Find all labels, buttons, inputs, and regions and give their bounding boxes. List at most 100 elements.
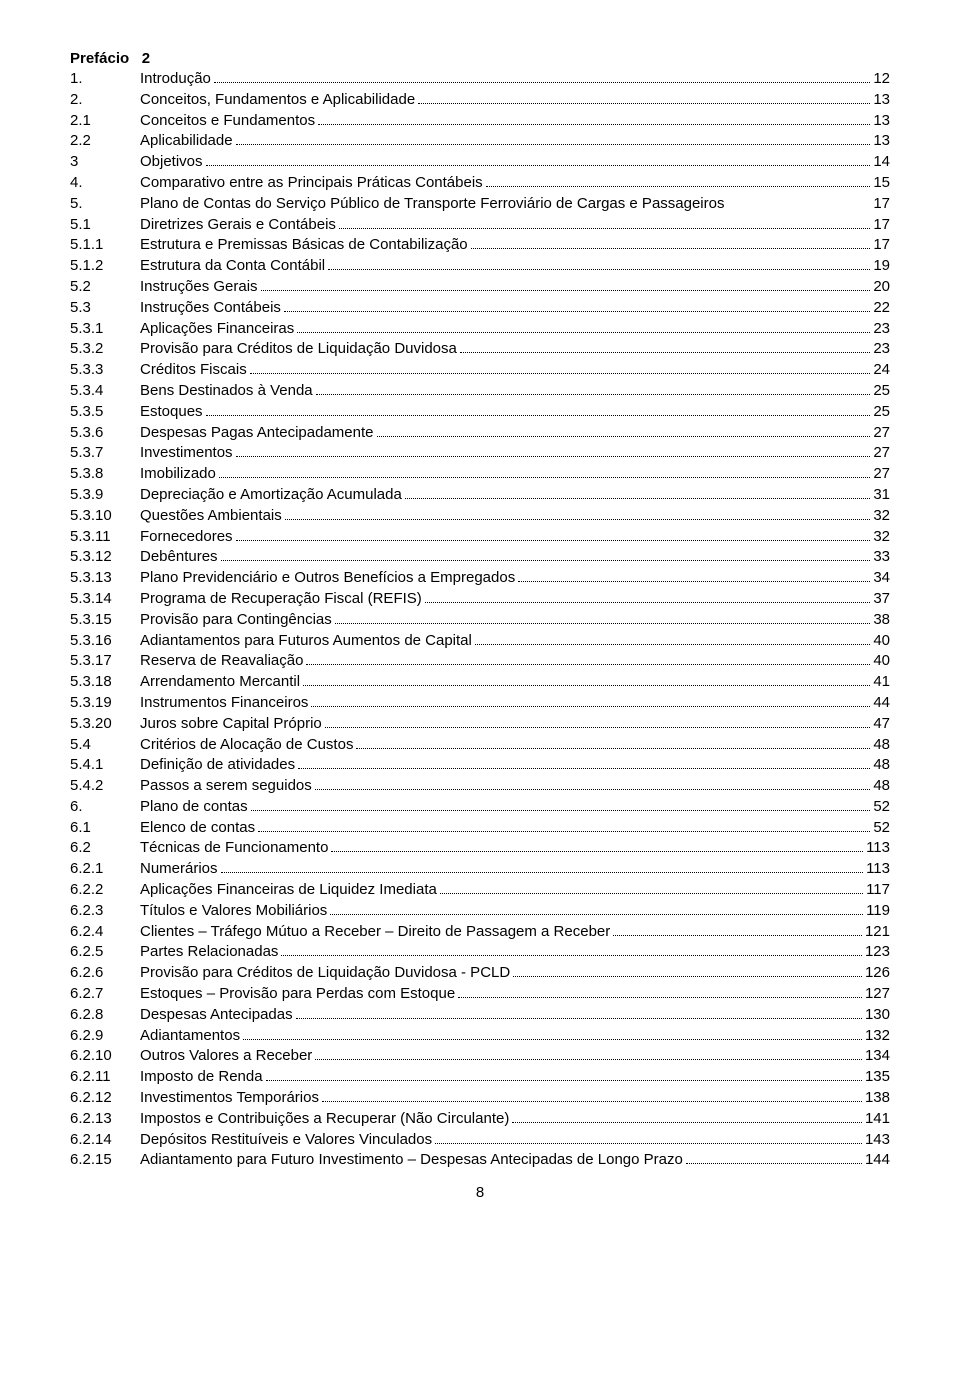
toc-entry-title: Partes Relacionadas [140,942,278,962]
toc-entry-number: 5.2 [70,277,140,297]
toc-entry-page: 41 [873,672,890,692]
toc-row: 5.3.17Reserva de Reavaliação40 [70,651,890,671]
toc-row: 6.2.4Clientes – Tráfego Mútuo a Receber … [70,922,890,942]
toc-entry-number: 5.3.19 [70,693,140,713]
toc-entry-title: Imposto de Renda [140,1067,263,1087]
toc-leader-dots [296,1018,862,1019]
toc-entry-page: 48 [873,735,890,755]
toc-entry-number: 5.3.5 [70,402,140,422]
toc-entry-title: Numerários [140,859,218,879]
toc-entry-page: 27 [873,464,890,484]
toc-entry-title: Reserva de Reavaliação [140,651,303,671]
toc-entry-title: Investimentos [140,443,233,463]
toc-entry-title: Comparativo entre as Principais Práticas… [140,173,483,193]
toc-entry-number: 5.3.10 [70,506,140,526]
toc-leader-dots [258,831,870,832]
toc-row: 5.4.2Passos a serem seguidos48 [70,776,890,796]
toc-entry-number: 6.2.11 [70,1067,140,1087]
toc-entry-page: 132 [865,1026,890,1046]
toc-row: 5.3.15Provisão para Contingências38 [70,610,890,630]
toc-leader-dots [284,311,870,312]
toc-entry-title: Depreciação e Amortização Acumulada [140,485,402,505]
toc-entry-title: Provisão para Créditos de Liquidação Duv… [140,339,457,359]
toc-row: 6.2.1Numerários113 [70,859,890,879]
toc-entry-title: Introdução [140,69,211,89]
toc-row: 6.2Técnicas de Funcionamento113 [70,838,890,858]
toc-entry-title: Impostos e Contribuições a Recuperar (Nã… [140,1109,509,1129]
toc-entry-title: Técnicas de Funcionamento [140,838,328,858]
toc-entry-number: 2.2 [70,131,140,151]
toc-entry-number: 6.2.5 [70,942,140,962]
toc-entry-title: Adiantamento para Futuro Investimento – … [140,1150,683,1170]
toc-entry-page: 130 [865,1005,890,1025]
toc-entry-title: Estrutura da Conta Contábil [140,256,325,276]
preface-line: Prefácio 2 [70,50,890,67]
toc-leader-dots [285,519,871,520]
toc-entry-number: 6.2.4 [70,922,140,942]
toc-entry-page: 117 [866,880,890,900]
toc-row: 5.3.12Debêntures33 [70,547,890,567]
toc-entry-title: Despesas Pagas Antecipadamente [140,423,374,443]
toc-row: 5.3.2Provisão para Créditos de Liquidaçã… [70,339,890,359]
toc-entry-number: 5.3.1 [70,319,140,339]
toc-leader-dots [221,872,864,873]
toc-row: 5.3.11Fornecedores32 [70,527,890,547]
toc-leader-dots [250,373,871,374]
toc-entry-number: 5.3.16 [70,631,140,651]
toc-entry-number: 5.1.1 [70,235,140,255]
toc-leader-dots [330,914,863,915]
toc-row: 5.1.1Estrutura e Premissas Básicas de Co… [70,235,890,255]
toc-entry-page: 123 [865,942,890,962]
toc-row: 5.1Diretrizes Gerais e Contábeis17 [70,215,890,235]
toc-row: 6.2.5Partes Relacionadas 123 [70,942,890,962]
toc-leader-dots [377,436,871,437]
toc-leader-dots [331,851,863,852]
toc-row: 6.2.10Outros Valores a Receber134 [70,1046,890,1066]
toc-entry-title: Estoques [140,402,203,422]
toc-entry-page: 17 [873,194,890,214]
toc-entry-page: 27 [873,443,890,463]
toc-row: 5.1.2Estrutura da Conta Contábil19 [70,256,890,276]
toc-entry-title: Objetivos [140,152,203,172]
toc-entry-page: 52 [873,797,890,817]
toc-row: 5.4.1Definição de atividades48 [70,755,890,775]
toc-row: 4.Comparativo entre as Principais Prátic… [70,173,890,193]
toc-row: 5.3.9Depreciação e Amortização Acumulada… [70,485,890,505]
table-of-contents: 1.Introdução122.Conceitos, Fundamentos e… [70,69,890,1170]
toc-entry-page: 13 [873,111,890,131]
toc-entry-title: Estrutura e Premissas Básicas de Contabi… [140,235,468,255]
toc-entry-title: Investimentos Temporários [140,1088,319,1108]
toc-row: 5.3.3Créditos Fiscais24 [70,360,890,380]
toc-entry-page: 143 [865,1130,890,1150]
toc-leader-dots [512,1122,862,1123]
toc-leader-dots [311,706,870,707]
toc-leader-dots [221,560,871,561]
toc-entry-title: Programa de Recuperação Fiscal (REFIS) [140,589,422,609]
toc-entry-title: Aplicações Financeiras [140,319,294,339]
toc-entry-page: 23 [873,339,890,359]
toc-entry-page: 47 [873,714,890,734]
toc-entry-title: Aplicações Financeiras de Liquidez Imedi… [140,880,437,900]
toc-leader-dots [486,186,871,187]
toc-entry-title: Bens Destinados à Venda [140,381,313,401]
toc-leader-dots [322,1101,862,1102]
toc-entry-title: Aplicabilidade [140,131,233,151]
toc-leader-dots [236,144,871,145]
toc-entry-number: 4. [70,173,140,193]
toc-entry-title: Imobilizado [140,464,216,484]
toc-entry-number: 5.4 [70,735,140,755]
toc-entry-number: 5.3.18 [70,672,140,692]
toc-leader-dots [339,228,870,229]
toc-leader-dots [214,82,870,83]
toc-leader-dots [460,352,870,353]
toc-entry-page: 33 [873,547,890,567]
toc-row: 6.2.8Despesas Antecipadas130 [70,1005,890,1025]
toc-leader-dots [236,540,871,541]
preface-label: Prefácio [70,50,129,67]
toc-row: 5.3.16Adiantamentos para Futuros Aumento… [70,631,890,651]
page-number: 8 [70,1184,890,1201]
toc-row: 6.2.3Títulos e Valores Mobiliários119 [70,901,890,921]
toc-row: 6.2.15Adiantamento para Futuro Investime… [70,1150,890,1170]
toc-row: 3Objetivos14 [70,152,890,172]
toc-entry-title: Provisão para Contingências [140,610,332,630]
